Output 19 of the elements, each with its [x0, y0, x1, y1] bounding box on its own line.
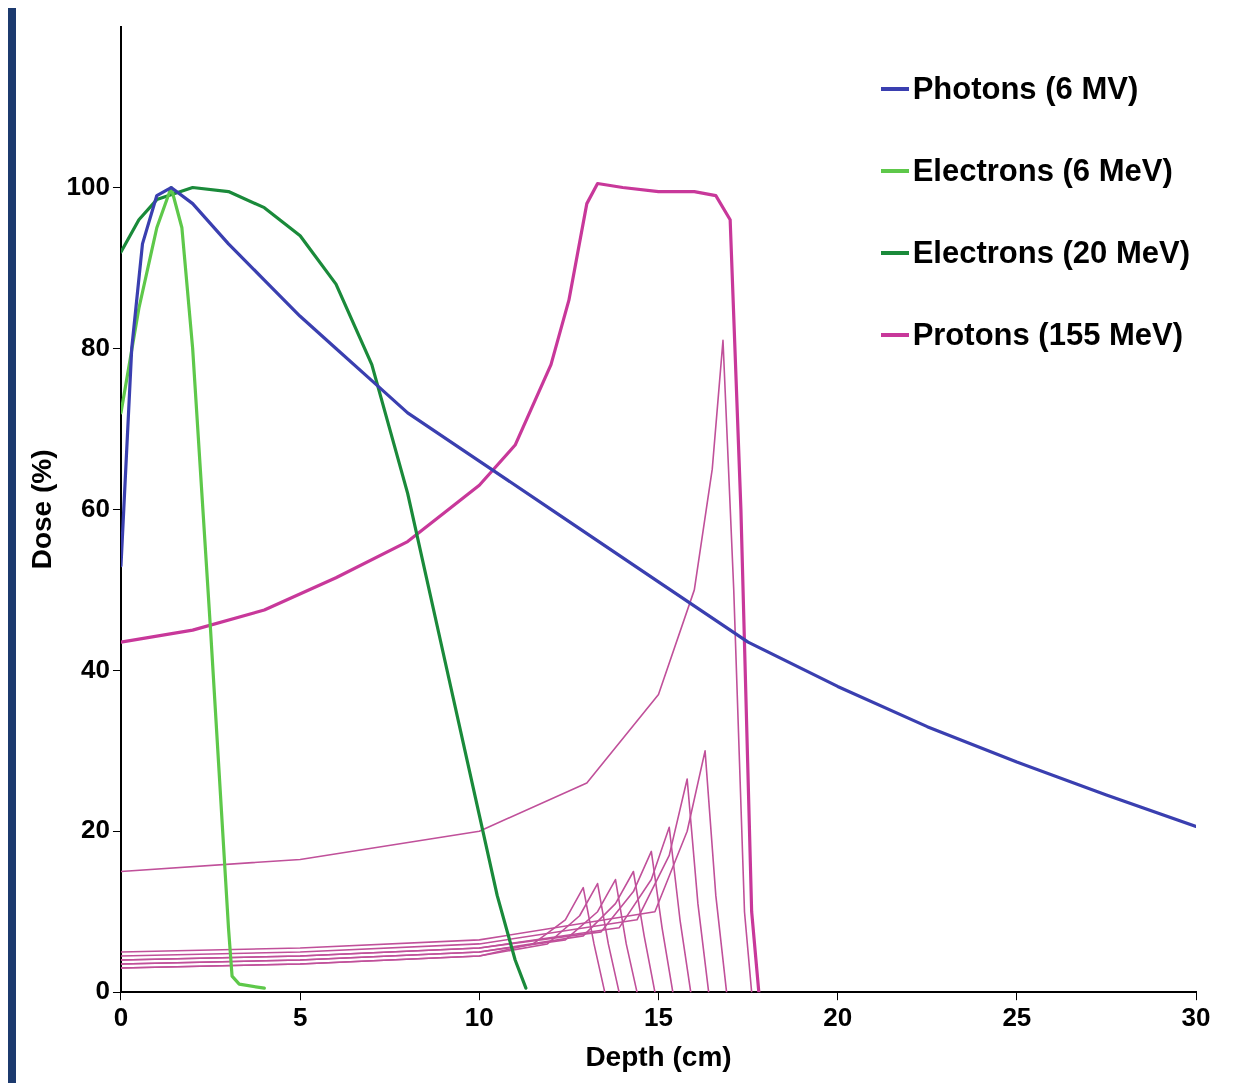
y-tick-label: 20: [81, 814, 110, 845]
x-tick-label: 0: [113, 1001, 129, 1032]
legend-label: Electrons (6 MeV): [912, 153, 1173, 189]
legend-label: Photons (6 MV): [912, 71, 1139, 107]
y-tick-label: 40: [81, 653, 110, 684]
x-axis-title: Depth (cm): [585, 1040, 732, 1072]
legend-label: Protons (155 MeV): [912, 317, 1184, 353]
y-tick-label: 0: [95, 975, 110, 1006]
x-tick-label: 20: [823, 1001, 853, 1032]
y-axis-title: Dose (%): [25, 449, 57, 570]
y-tick-label: 80: [81, 331, 110, 362]
x-tick-label: 5: [292, 1001, 308, 1032]
y-tick-label: 100: [66, 170, 110, 201]
x-tick-label: 25: [1002, 1001, 1032, 1032]
y-tick-label: 60: [81, 492, 110, 523]
x-tick-label: 15: [644, 1001, 673, 1032]
x-tick-label: 30: [1181, 1001, 1211, 1032]
x-tick-label: 10: [464, 1001, 494, 1032]
legend-label: Electrons (20 MeV): [912, 235, 1190, 271]
